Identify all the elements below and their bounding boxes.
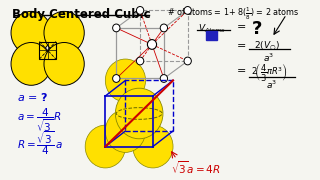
Circle shape: [160, 75, 168, 82]
Circle shape: [136, 6, 144, 14]
Circle shape: [11, 42, 51, 85]
Circle shape: [136, 57, 144, 65]
Text: =: =: [237, 22, 246, 32]
Circle shape: [113, 75, 120, 82]
Text: $2(V_{\bigcirc})$: $2(V_{\bigcirc})$: [254, 40, 280, 53]
Circle shape: [105, 59, 146, 102]
Text: $a^3$: $a^3$: [263, 51, 275, 64]
Circle shape: [160, 24, 168, 32]
Text: =: =: [237, 66, 246, 76]
Text: $a^3$: $a^3$: [266, 78, 277, 91]
Circle shape: [184, 6, 191, 14]
Circle shape: [113, 24, 120, 32]
Text: $\sqrt{3}a = 4R$: $\sqrt{3}a = 4R$: [171, 159, 221, 176]
Text: $a = \dfrac{4}{\sqrt{3}}R$: $a = \dfrac{4}{\sqrt{3}}R$: [18, 106, 62, 134]
Circle shape: [105, 110, 146, 152]
Circle shape: [85, 125, 125, 168]
Text: # of atoms = 1+ 8($\frac{1}{8}$) = 2 atoms: # of atoms = 1+ 8($\frac{1}{8}$) = 2 ato…: [167, 6, 299, 22]
Circle shape: [44, 11, 84, 54]
Text: =: =: [237, 41, 246, 51]
Circle shape: [116, 88, 163, 139]
Text: $V_{Atoms}$: $V_{Atoms}$: [198, 22, 227, 35]
Text: $R = \dfrac{\sqrt{3}}{4}\,a$: $R = \dfrac{\sqrt{3}}{4}\,a$: [18, 129, 64, 157]
Text: Body Centered Cubic: Body Centered Cubic: [12, 8, 151, 21]
Bar: [206, 31, 217, 40]
Circle shape: [184, 57, 191, 65]
Text: $\bf{?}$: $\bf{?}$: [251, 20, 262, 38]
Circle shape: [133, 125, 173, 168]
Text: $a$ = $\mathbf{?}$: $a$ = $\mathbf{?}$: [18, 91, 48, 103]
Circle shape: [44, 42, 84, 85]
Text: $2\!\left(\dfrac{4}{3}\pi R^3\right)$: $2\!\left(\dfrac{4}{3}\pi R^3\right)$: [251, 62, 288, 84]
Circle shape: [148, 40, 156, 49]
Bar: [39, 42, 56, 59]
Circle shape: [11, 11, 51, 54]
